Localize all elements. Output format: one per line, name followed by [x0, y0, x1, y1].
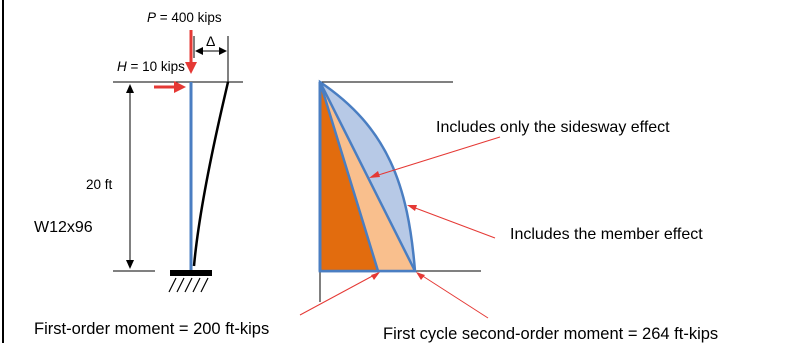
- annotation-pointers: [299, 136, 501, 319]
- fixed-base-hatching: [168, 277, 209, 293]
- sidesway-arrowhead: [369, 171, 380, 178]
- second-order-arrowhead: [416, 272, 425, 280]
- lateral-load-arrow-head: [174, 81, 186, 93]
- section-label: W12x96: [34, 219, 93, 236]
- moment-diagram: [318, 79, 481, 302]
- delta-arrow-right: [219, 47, 227, 55]
- member-annotation: Includes the member effect: [510, 226, 703, 243]
- axial-load-label: P = 400 kips: [147, 10, 222, 25]
- height-label: 20 ft: [86, 177, 113, 192]
- first-order-annotation: First-order moment = 200 ft-kips: [34, 320, 269, 338]
- lateral-load-label: H = 10 kips: [117, 59, 185, 74]
- first-order-pointer: [299, 272, 379, 316]
- column-model: 20 ft W12x96 P = 400 kips H = 10 kips Δ: [34, 10, 243, 293]
- fixed-base-plate: [170, 270, 212, 276]
- second-order-pointer: [417, 272, 489, 319]
- annotation-arrowheads: [369, 171, 425, 280]
- delta-arrow-left: [195, 47, 203, 55]
- sidesway-pointer: [371, 136, 501, 178]
- axial-load-arrow-head: [185, 62, 197, 74]
- delta-symbol: Δ: [206, 33, 215, 49]
- height-dimension-arrow-bottom: [126, 260, 134, 269]
- sidesway-annotation: Includes only the sidesway effect: [436, 119, 670, 136]
- second-order-annotation: First cycle second-order moment = 264 ft…: [383, 325, 718, 343]
- deflected-shape-curve: [192, 81, 230, 267]
- first-order-arrowhead: [371, 272, 380, 280]
- member-pointer: [409, 205, 496, 239]
- member-arrowhead: [407, 205, 417, 211]
- height-dimension-arrow-top: [126, 84, 134, 93]
